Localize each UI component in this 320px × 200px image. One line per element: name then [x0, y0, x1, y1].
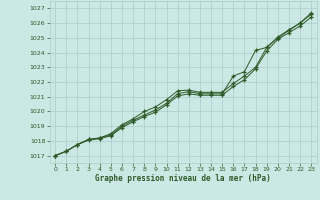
X-axis label: Graphe pression niveau de la mer (hPa): Graphe pression niveau de la mer (hPa)	[95, 174, 271, 183]
